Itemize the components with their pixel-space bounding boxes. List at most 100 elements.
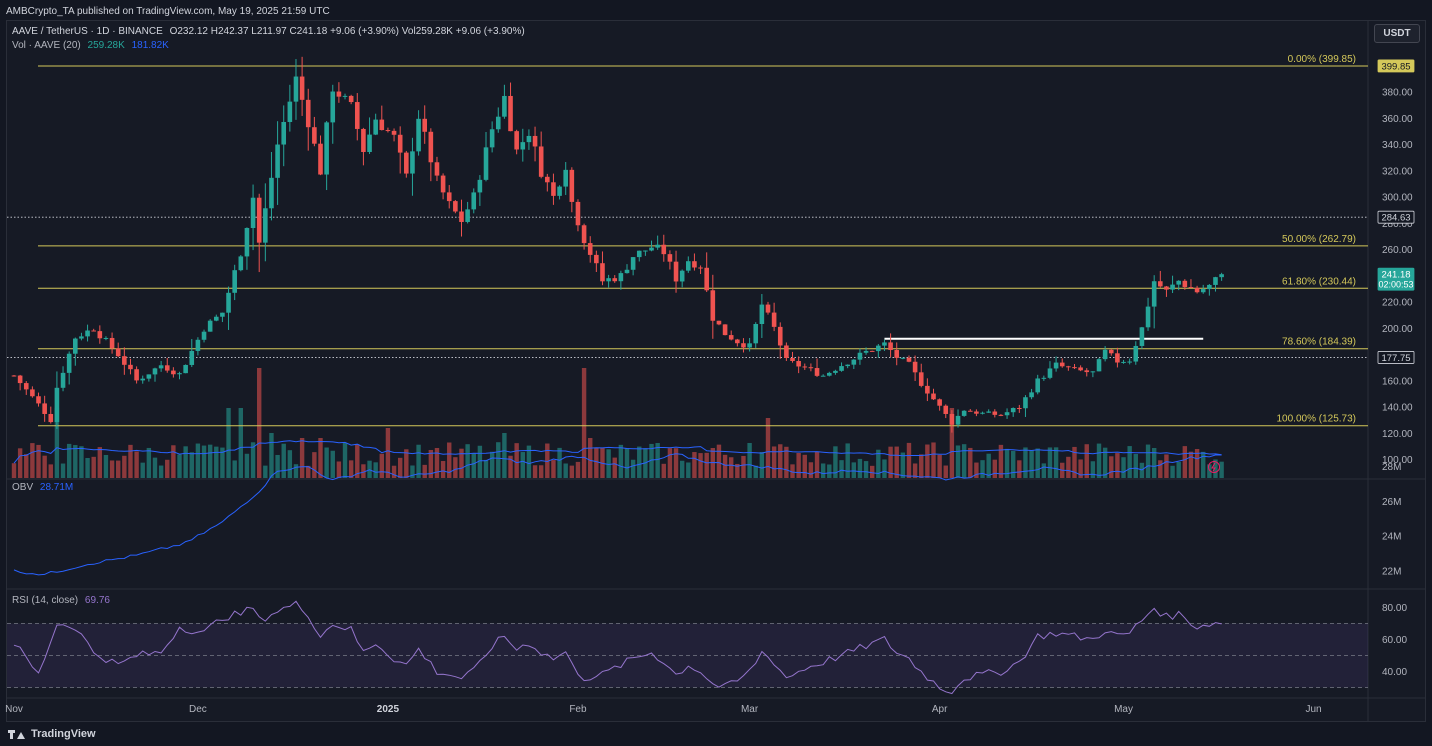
tradingview-logo-icon — [8, 729, 26, 739]
volume-label[interactable]: Vol · AAVE (20) — [12, 40, 81, 51]
volume-bar — [195, 443, 201, 478]
volume-bar — [1053, 447, 1059, 478]
rsi-tick-label: 40.00 — [1382, 667, 1407, 678]
obv-tick-label: 28M — [1382, 462, 1401, 473]
volume-bar — [299, 438, 305, 478]
volume-bar — [814, 451, 820, 478]
candle-body — [839, 366, 844, 371]
volume-bar — [465, 444, 470, 478]
price-tick-label: 340.00 — [1382, 140, 1413, 151]
candle-body — [630, 257, 636, 270]
candle-body — [906, 357, 912, 362]
volume-bar — [992, 459, 997, 478]
volume-bar — [888, 446, 893, 478]
candle-body — [48, 413, 54, 423]
volume-bar — [722, 454, 728, 478]
volume-bar — [1127, 446, 1132, 478]
symbol-title[interactable]: AAVE / TetherUS · 1D · BINANCE — [12, 26, 163, 37]
candle-body — [477, 179, 483, 193]
volume-bar — [581, 368, 587, 478]
candle-body — [453, 201, 458, 212]
volume-value: 259.28K — [87, 40, 125, 51]
volume-bar — [912, 463, 918, 478]
volume-bar — [624, 448, 630, 478]
volume-bar — [48, 464, 53, 478]
obv-legend: OBV 28.71M — [12, 482, 77, 493]
candle-body — [164, 365, 170, 371]
volume-bar — [1201, 451, 1206, 478]
footer-brand: TradingView — [31, 728, 96, 740]
candle-body — [612, 278, 618, 282]
volume-bar — [281, 443, 286, 478]
candle-body — [735, 339, 740, 344]
volume-bar — [146, 447, 152, 478]
candle-body — [171, 370, 176, 375]
obv-tick-label: 22M — [1382, 567, 1401, 578]
currency-button[interactable]: USDT — [1374, 24, 1420, 43]
volume-bar — [649, 443, 654, 478]
volume-bar — [612, 457, 617, 478]
candle-body — [538, 146, 544, 177]
volume-bar — [287, 450, 293, 478]
candle-body — [686, 261, 691, 271]
candle-body — [925, 385, 930, 394]
volume-bar — [355, 444, 360, 478]
candle-body — [704, 267, 709, 291]
price-tick-label: 140.00 — [1382, 403, 1413, 414]
volume-bar — [637, 446, 642, 478]
candle-body — [1188, 287, 1194, 289]
volume-bar — [661, 463, 666, 478]
rsi-tick-label: 80.00 — [1382, 603, 1407, 614]
volume-bar — [140, 462, 145, 478]
volume-bar — [686, 462, 691, 478]
time-tick-label: Dec — [189, 704, 207, 715]
candle-body — [134, 369, 139, 381]
rsi-label[interactable]: RSI (14, close) — [12, 595, 79, 606]
volume-bar — [551, 460, 556, 478]
volume-bar — [526, 445, 532, 478]
volume-bar — [453, 457, 458, 478]
candle-body — [1004, 412, 1010, 416]
volume-bar — [968, 447, 973, 478]
volume-bar — [11, 463, 17, 478]
volume-bar — [796, 453, 801, 478]
volume-bar — [1145, 444, 1151, 478]
candle-body — [1041, 377, 1047, 379]
volume-bar — [85, 458, 90, 478]
candle-body — [342, 95, 348, 97]
volume-bar — [520, 452, 525, 478]
volume-bar — [1151, 448, 1157, 478]
candle-body — [1127, 361, 1132, 363]
volume-bar — [385, 428, 391, 478]
volume-bar — [827, 464, 832, 478]
volume-bar — [183, 446, 188, 478]
candle-body — [931, 393, 936, 400]
candle-body — [949, 413, 955, 425]
obv-label[interactable]: OBV — [12, 482, 34, 493]
candle-body — [1133, 345, 1139, 362]
price-tick-label: 360.00 — [1382, 114, 1413, 125]
volume-bar — [1035, 448, 1040, 478]
volume-bar — [998, 444, 1004, 478]
volume-bar — [1207, 464, 1212, 478]
volume-bar — [986, 453, 991, 478]
volume-bar — [606, 449, 611, 478]
volume-bar — [882, 459, 887, 478]
rsi-value: 69.76 — [84, 595, 110, 606]
volume-bar — [391, 465, 397, 478]
price-badge — [1377, 210, 1415, 224]
volume-bar — [17, 448, 23, 478]
volume-bar — [477, 445, 483, 478]
candle-body — [1200, 289, 1206, 293]
volume-bar — [747, 443, 752, 478]
volume-bar — [802, 454, 807, 478]
candle-body — [281, 121, 287, 145]
price-badge-countdown: 02:00:53 — [1378, 280, 1413, 290]
candle-body — [753, 323, 759, 344]
volume-bar — [943, 465, 948, 478]
price-tick-label: 100.00 — [1382, 455, 1413, 466]
candle-body — [354, 102, 360, 129]
candle-body — [1023, 397, 1028, 409]
volume-bar — [447, 442, 452, 478]
